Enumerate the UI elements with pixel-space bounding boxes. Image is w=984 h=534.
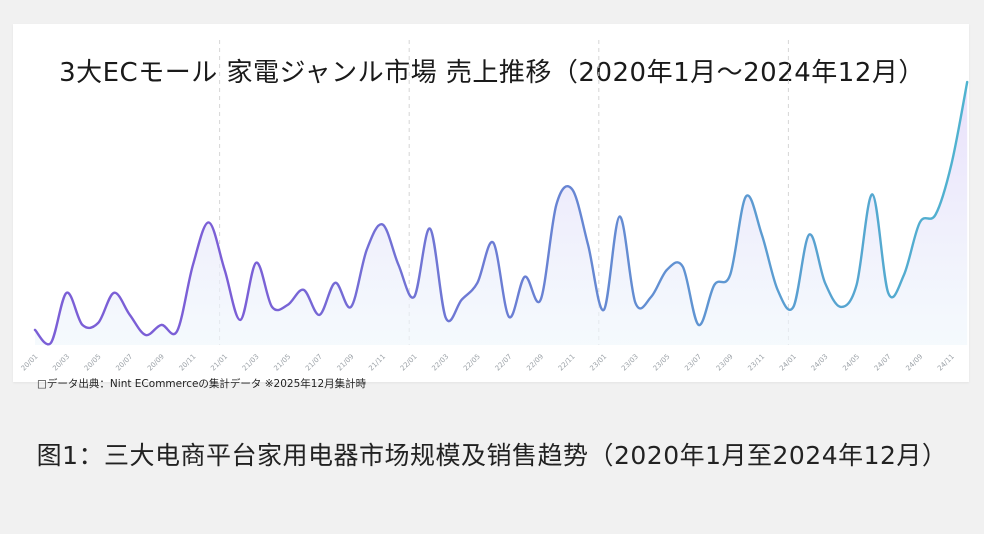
data-source-note: □データ出典：Nint ECommerceの集計データ ※2025年12月集計時 bbox=[37, 378, 367, 390]
x-tick-label: 24/09 bbox=[904, 353, 924, 373]
x-tick-label: 20/03 bbox=[51, 353, 71, 373]
x-tick-label: 23/03 bbox=[620, 353, 640, 373]
x-tick-label: 22/11 bbox=[557, 353, 577, 373]
x-tick-label: 21/05 bbox=[272, 353, 292, 373]
x-tick-label: 21/03 bbox=[241, 353, 261, 373]
x-axis-tick-labels: 20/01 20/03 20/05 20/07 20/09 20/11 21/01 21/03… bbox=[20, 353, 956, 373]
x-tick-label: 22/03 bbox=[430, 353, 450, 373]
x-tick-label: 20/01 bbox=[20, 353, 40, 373]
x-tick-label: 22/09 bbox=[525, 353, 545, 373]
line-chart: 20/01 20/03 20/05 20/07 20/09 20/11 21/01 21/03… bbox=[20, 40, 969, 373]
x-tick-label: 22/07 bbox=[494, 353, 514, 373]
x-tick-label: 24/11 bbox=[936, 353, 956, 373]
x-tick-label: 24/03 bbox=[810, 353, 830, 373]
area-fill bbox=[35, 82, 968, 345]
x-tick-label: 20/05 bbox=[83, 353, 103, 373]
figure-caption: 图1：三大电商平台家用电器市场规模及销售趋势（2020年1月至2024年12月） bbox=[36, 441, 948, 470]
x-tick-label: 23/05 bbox=[652, 353, 672, 373]
x-tick-label: 20/11 bbox=[178, 353, 198, 373]
x-tick-label: 24/05 bbox=[841, 353, 861, 373]
x-tick-label: 23/01 bbox=[588, 353, 608, 373]
x-tick-label: 23/09 bbox=[715, 353, 735, 373]
x-tick-label: 20/09 bbox=[146, 353, 166, 373]
x-tick-label: 21/09 bbox=[336, 353, 356, 373]
x-tick-label: 20/07 bbox=[114, 353, 134, 373]
x-tick-label: 22/05 bbox=[462, 353, 482, 373]
chart-title: 3大ECモール 家電ジャンル市場 売上推移（2020年1月～2024年12月） bbox=[59, 58, 925, 88]
x-tick-label: 21/01 bbox=[209, 353, 229, 373]
x-tick-label: 21/07 bbox=[304, 353, 324, 373]
x-tick-label: 23/07 bbox=[683, 353, 703, 373]
x-tick-label: 22/01 bbox=[399, 353, 419, 373]
vertical-gridlines bbox=[219, 40, 789, 345]
x-tick-label: 21/11 bbox=[367, 353, 387, 373]
x-tick-label: 23/11 bbox=[746, 353, 766, 373]
x-tick-label: 24/01 bbox=[778, 353, 798, 373]
sales-trend-line bbox=[33, 80, 969, 346]
x-tick-label: 24/07 bbox=[873, 353, 893, 373]
